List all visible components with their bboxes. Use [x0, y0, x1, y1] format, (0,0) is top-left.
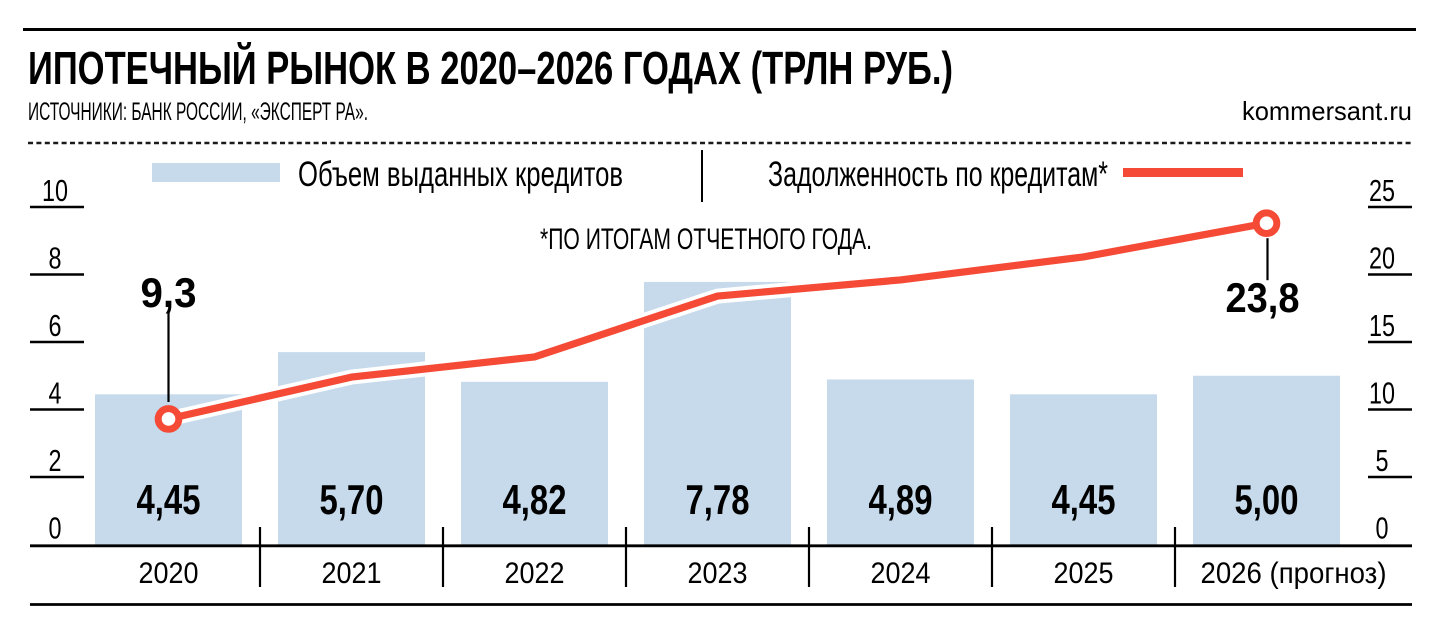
line-marker-2026 (прогноз) [1252, 209, 1281, 237]
bar-2022 [461, 381, 608, 545]
annotation-label-9,3: 9,3 [141, 269, 197, 316]
right-axis-label-25: 25 [1369, 173, 1395, 208]
watermark-kommersant: kommersant.ru [1242, 96, 1412, 126]
right-axis-label-20: 20 [1369, 241, 1395, 276]
bar-value-label-2022: 4,82 [503, 476, 567, 523]
year-label-2026 (прогноз): 2026 (прогноз) [1201, 557, 1387, 590]
year-label-2023: 2023 [688, 557, 748, 590]
bar-2026 (прогноз) [1193, 375, 1340, 545]
left-axis-label-10: 10 [42, 173, 68, 208]
line-series-debt [167, 219, 1268, 423]
left-axis-label-6: 6 [49, 308, 62, 343]
right-axis-label-5: 5 [1376, 443, 1389, 478]
bar-value-label-2023: 7,78 [686, 476, 750, 523]
chart-title: ИПОТЕЧНЫЙ РЫНОК В 2020–2026 ГОДАХ (ТРЛН … [28, 42, 953, 94]
right-axis-label-0: 0 [1376, 511, 1389, 546]
left-axis-label-4: 4 [49, 376, 62, 411]
line-marker-2020 [154, 405, 183, 433]
bar-value-label-2025: 4,45 [1052, 476, 1116, 523]
footnote: *ПО ИТОГАМ ОТЧЕТНОГО ГОДА. [540, 223, 872, 256]
legend-line-label: Задолженность по кредитам* [768, 155, 1108, 194]
bar-value-label-2021: 5,70 [320, 476, 384, 523]
bar-value-label-2024: 4,89 [869, 476, 933, 523]
bar-value-label-2026 (прогноз): 5,00 [1235, 476, 1299, 523]
right-axis-label-10: 10 [1369, 376, 1395, 411]
bar-2024 [827, 379, 974, 545]
left-axis-label-0: 0 [49, 511, 62, 546]
year-label-2024: 2024 [871, 557, 931, 590]
year-label-2021: 2021 [322, 557, 382, 590]
bar-2023 [644, 281, 791, 545]
legend-bar-label: Объем выданных кредитов [298, 155, 623, 194]
bar-value-label-2020: 4,45 [137, 476, 201, 523]
annotation-label-23,8: 23,8 [1226, 274, 1300, 321]
year-label-2020: 2020 [139, 557, 199, 590]
left-axis-label-2: 2 [49, 443, 62, 478]
chart-sources: ИСТОЧНИКИ: БАНК РОССИИ, «ЭКСПЕРТ РА». [28, 98, 368, 126]
left-axis-label-8: 8 [49, 241, 62, 276]
legend-bar-swatch [152, 163, 280, 182]
bar-2025 [1010, 394, 1157, 545]
year-label-2022: 2022 [505, 557, 565, 590]
legend-line-swatch [1123, 168, 1243, 177]
year-label-2025: 2025 [1054, 557, 1114, 590]
right-axis-label-15: 15 [1369, 308, 1395, 343]
